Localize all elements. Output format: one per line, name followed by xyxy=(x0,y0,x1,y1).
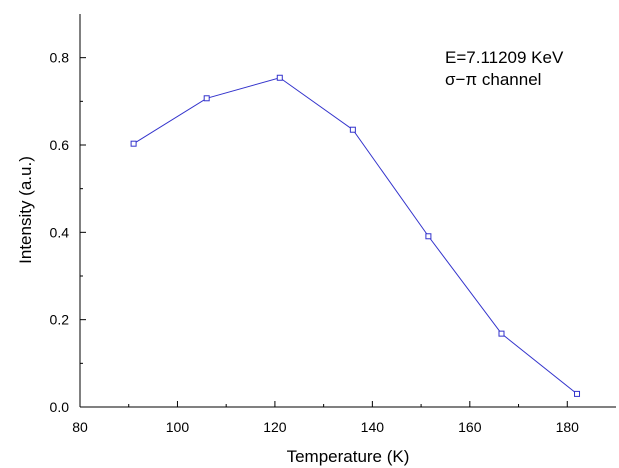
y-tick-label: 0.8 xyxy=(50,50,70,66)
y-tick-label: 0.6 xyxy=(50,137,70,153)
y-tick-label: 0.4 xyxy=(50,224,70,240)
x-axis-title: Temperature (K) xyxy=(287,447,410,466)
series-line xyxy=(133,77,578,395)
data-point xyxy=(130,140,137,147)
data-point xyxy=(276,74,283,81)
data-point xyxy=(349,126,356,133)
data-point xyxy=(498,330,505,337)
y-axis-ticks: 0.0 0.2 0.4 0.6 0.8 xyxy=(50,50,86,415)
data-point xyxy=(574,390,581,397)
annotation-energy: E=7.11209 KeV xyxy=(445,48,564,67)
y-tick-label: 0.0 xyxy=(50,399,70,415)
y-axis-title: Intensity (a.u.) xyxy=(16,156,35,264)
x-tick-label: 160 xyxy=(458,419,482,435)
x-axis-ticks: 80 100 120 140 160 180 xyxy=(72,401,579,435)
x-tick-label: 80 xyxy=(72,419,88,435)
y-tick-label: 0.2 xyxy=(50,312,70,328)
x-tick-label: 120 xyxy=(263,419,287,435)
series-layer xyxy=(130,74,581,397)
data-point xyxy=(203,95,210,102)
x-tick-label: 100 xyxy=(166,419,190,435)
plot-frame xyxy=(79,14,616,408)
data-point xyxy=(425,233,432,240)
x-tick-label: 180 xyxy=(556,419,580,435)
x-tick-label: 140 xyxy=(361,419,385,435)
annotation-channel: σ−π channel xyxy=(445,70,541,89)
